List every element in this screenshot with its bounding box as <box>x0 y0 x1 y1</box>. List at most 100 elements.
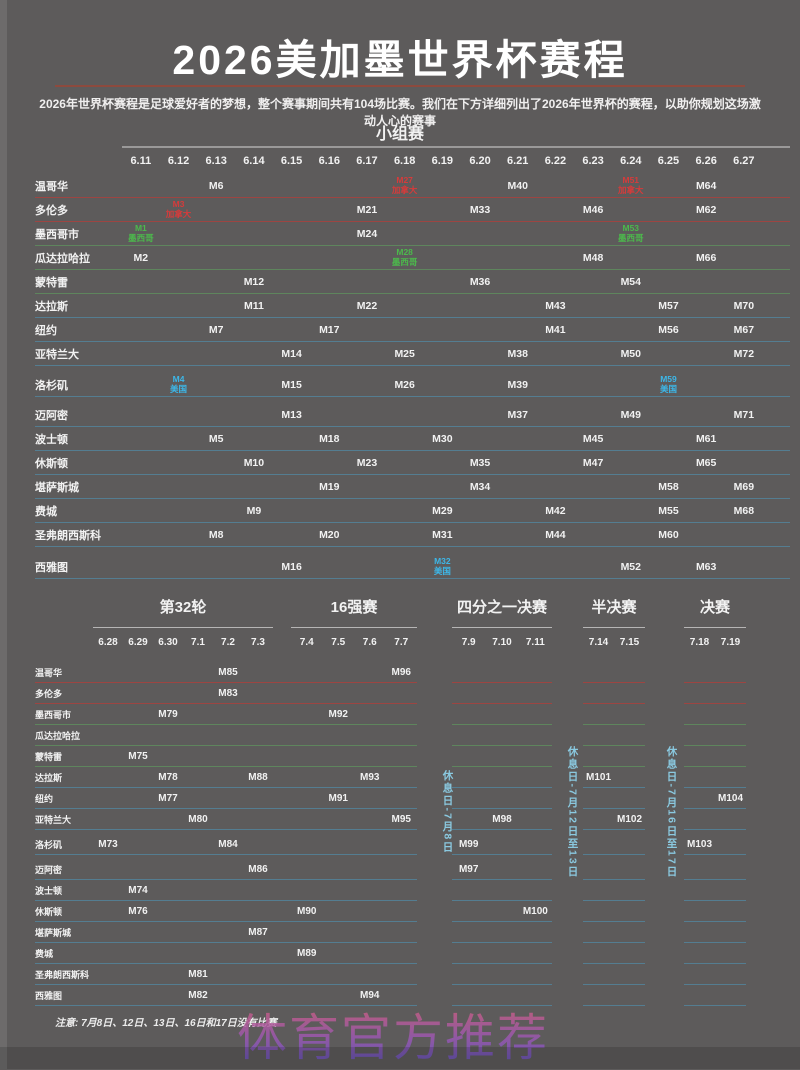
match-cell: M24 <box>356 227 378 240</box>
section-rows: M101 M102 <box>583 662 645 1006</box>
city-label: 洛杉矶 <box>35 839 63 850</box>
knockout-row <box>684 943 746 964</box>
match-cell: M1 墨西哥 <box>122 222 160 244</box>
match-cell: M96 <box>391 666 411 678</box>
date-label: 7.2 <box>221 636 235 648</box>
knockout-row <box>583 834 645 855</box>
date-label: 7.9 <box>461 636 476 648</box>
match-cell: M54 <box>620 275 641 288</box>
section-date-row: 7.4 7.5 7.6 7.7 <box>291 628 417 656</box>
date-label: 6.19 <box>431 155 454 167</box>
group-date-row: 6.11 6.12 6.13 6.14 6.15 6.16 6.17 6.18 6.19 6.20… <box>35 148 790 174</box>
bottom-shade <box>0 1047 800 1069</box>
watermark: 体育官方推荐 <box>237 998 549 1070</box>
city-label: 迈阿密 <box>35 409 68 422</box>
knockout-row: M102 <box>583 809 645 830</box>
match-cell: M16 <box>281 560 302 573</box>
date-label: 6.15 <box>280 155 303 167</box>
match-cell: M89 <box>297 947 317 959</box>
match-cell: M57 <box>658 299 679 312</box>
section-rows: M104 M103 <box>684 662 746 1006</box>
match-cell: M77 <box>158 792 178 804</box>
group-row: 多伦多 M3 加拿大 M21 M33 M46 M62 <box>35 198 790 222</box>
date-label: 7.7 <box>394 636 409 648</box>
match-cell: M81 <box>188 968 208 980</box>
match-number: M53 <box>622 222 640 233</box>
knockout-row: 亚特兰大 M80 M95 <box>35 809 417 830</box>
match-cell: M37 <box>507 408 528 421</box>
city-label: 波士顿 <box>35 885 63 896</box>
host-country-tag: 美国 <box>659 383 677 394</box>
date-label: 6.12 <box>167 155 190 167</box>
knockout-row <box>452 767 552 788</box>
match-number: M3 <box>172 198 185 209</box>
match-cell: M91 <box>328 792 348 804</box>
group-rows: 温哥华 M6 M27 加拿大 M40 M51 加拿大 M64 多伦多 M3 加拿大 M21 M33 M46… <box>35 174 790 579</box>
city-label: 西雅图 <box>35 990 63 1001</box>
match-cell: M65 <box>695 456 717 469</box>
match-number: M32 <box>434 555 451 566</box>
date-label: 6.26 <box>695 155 717 167</box>
knockout-row <box>684 880 746 901</box>
match-cell: M45 <box>582 432 604 445</box>
knockout-row <box>684 809 746 830</box>
match-cell: M43 <box>545 299 566 312</box>
match-cell: M11 <box>243 299 264 312</box>
knockout-row: 西雅图 M82 M94 <box>35 985 417 1006</box>
city-label: 达拉斯 <box>35 300 68 313</box>
match-cell: M33 <box>469 203 491 216</box>
knockout-row <box>684 746 746 767</box>
match-number: M1 <box>134 222 147 233</box>
table-top-line <box>122 146 790 148</box>
match-cell: M20 <box>319 528 340 541</box>
ko-left: 温哥华 M85 M96 多伦多 M83 墨西哥市 M79 M92 瓜达拉哈拉 蒙特雷 M75 达拉斯 M… <box>35 662 417 1006</box>
section-date-row: 7.9 7.10 7.11 <box>452 628 552 656</box>
knockout-row <box>684 725 746 746</box>
match-cell: M8 <box>208 528 224 541</box>
knockout-row <box>583 901 645 922</box>
ko-section-r32: 第32轮 6.28 6.29 6.30 7.1 7.2 7.3 <box>93 585 273 656</box>
match-cell: M103 <box>686 838 712 850</box>
knockout-row <box>583 683 645 704</box>
knockout-row <box>452 880 552 901</box>
match-cell: M32 美国 <box>424 555 462 577</box>
match-cell: M75 <box>128 750 148 762</box>
knockout-row <box>583 859 645 880</box>
match-cell: M14 <box>281 347 302 360</box>
date-label: 6.29 <box>128 636 148 648</box>
date-label: 7.4 <box>299 636 314 648</box>
match-cell: M21 <box>356 203 378 216</box>
date-label: 6.17 <box>356 155 378 167</box>
city-label: 墨西哥市 <box>35 709 72 720</box>
page-edge-strip <box>0 0 7 1069</box>
match-cell: M59 美国 <box>650 374 688 395</box>
date-label: 7.10 <box>492 636 512 648</box>
knockout-row: M100 <box>452 901 552 922</box>
city-label: 瓜达拉哈拉 <box>35 252 90 265</box>
match-cell: M60 <box>658 528 679 541</box>
section-underline <box>452 627 552 628</box>
match-number: M28 <box>396 246 413 257</box>
match-cell: M58 <box>658 480 679 493</box>
date-label: 6.11 <box>130 155 152 167</box>
date-label: 6.30 <box>158 636 178 648</box>
city-label: 达拉斯 <box>35 772 63 783</box>
knockout-row <box>452 922 552 943</box>
knockout-row <box>452 704 552 725</box>
knockout-row <box>583 746 645 767</box>
knockout-row <box>452 746 552 767</box>
match-cell: M97 <box>458 863 479 875</box>
group-row: 洛杉矶 M4 美国 M15 M26 M39 M59 美国 <box>35 373 790 397</box>
group-stage-heading: 小组赛 <box>375 126 424 143</box>
city-label: 迈阿密 <box>35 864 63 875</box>
date-label: 7.19 <box>720 636 741 648</box>
ko-section-r16: 16强赛 7.4 7.5 7.6 7.7 <box>291 585 417 656</box>
host-country-tag: 美国 <box>170 383 188 394</box>
match-cell: M53 墨西哥 <box>612 222 650 244</box>
city-label: 洛杉矶 <box>35 379 68 392</box>
city-label: 波士顿 <box>35 433 68 446</box>
city-label: 多伦多 <box>35 204 68 217</box>
date-label: 6.23 <box>582 155 604 167</box>
match-cell: M74 <box>128 884 148 896</box>
group-row: 西雅图 M16 M32 美国 M52 M63 <box>35 555 790 579</box>
